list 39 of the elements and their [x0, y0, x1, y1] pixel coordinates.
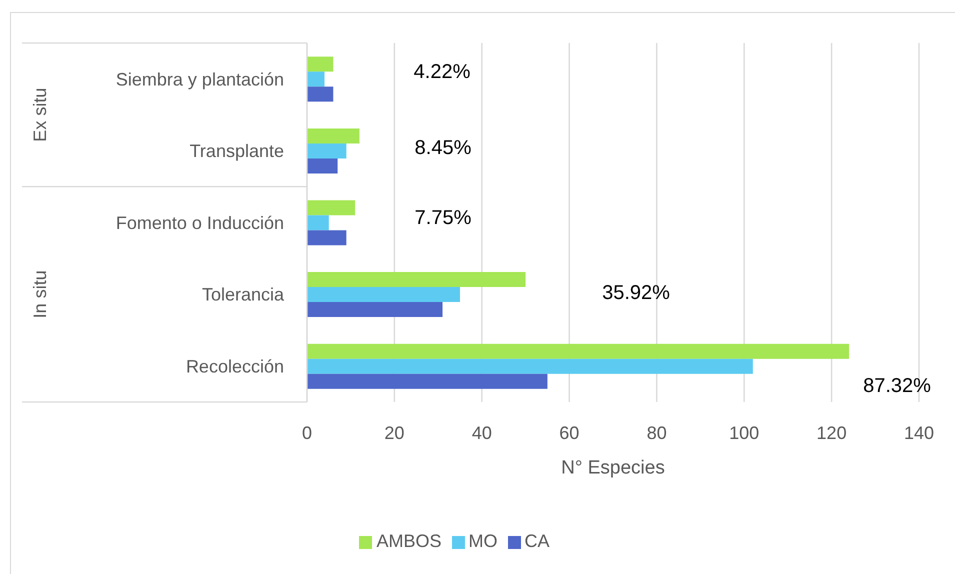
x-tick-label: 0: [302, 422, 312, 443]
bar: [307, 128, 360, 144]
text: In situ: [30, 270, 50, 318]
bar: [307, 272, 526, 288]
y-tick-label: Siembra y plantación: [116, 69, 284, 90]
x-tick-label: 80: [646, 422, 667, 443]
bar: [307, 143, 346, 158]
bar: [307, 56, 334, 72]
bar: [307, 374, 548, 389]
annotation: 7.75%: [414, 207, 472, 229]
x-tick-label: 120: [816, 422, 847, 443]
x-tick-label: 40: [472, 422, 492, 443]
legend-label: CA: [524, 531, 550, 551]
x-tick-label: 60: [559, 422, 580, 443]
annotation: 35.92%: [602, 282, 670, 304]
y-tick-label: Transplante: [190, 141, 284, 162]
y-tick-label: Fomento o Inducción: [116, 212, 284, 233]
bar: [307, 215, 329, 230]
bar: [307, 302, 443, 318]
bar: [307, 230, 346, 246]
bar: [307, 287, 460, 302]
bar: [307, 86, 334, 102]
x-tick-label: 140: [904, 422, 934, 443]
bar: [307, 72, 324, 87]
bar: [307, 158, 338, 174]
y-tick-label: Tolerancia: [202, 284, 285, 305]
annotation: 87.32%: [863, 375, 932, 397]
bar: [307, 358, 753, 374]
x-tick-label: 100: [729, 422, 760, 443]
text: Ex situ: [30, 88, 50, 142]
bar: [307, 200, 356, 216]
annotation: 8.45%: [414, 137, 472, 159]
legend-label: MO: [468, 531, 498, 551]
x-tick-label: 20: [384, 422, 404, 443]
y-tick-label: Recolección: [186, 356, 284, 376]
annotation: 4.22%: [414, 61, 471, 83]
legend-label: AMBOS: [376, 531, 442, 551]
bar: [307, 344, 850, 359]
x-axis-title: N° Especies: [561, 457, 665, 478]
